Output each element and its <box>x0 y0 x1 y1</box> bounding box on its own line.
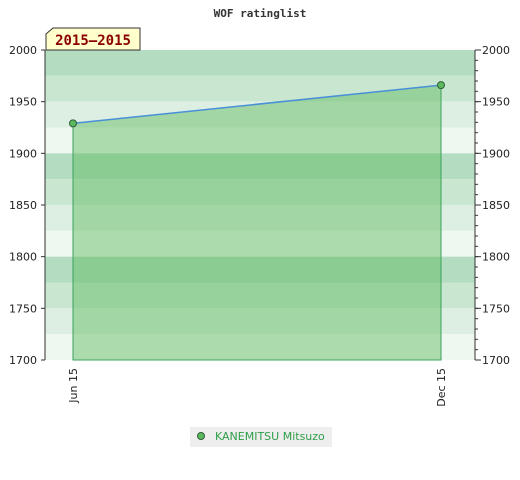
background-band <box>45 334 475 360</box>
background-band <box>45 230 475 257</box>
y-tick-label-left: 1850 <box>9 199 37 212</box>
period-badge-bg <box>45 27 141 51</box>
x-tick-label: Dec 15 <box>435 368 448 407</box>
background-band <box>45 256 475 283</box>
background-band <box>45 50 475 76</box>
axes-layer: 1700 1700 1750 1750 1800 1800 1850 1850 1900 1900… <box>9 44 510 407</box>
background-band <box>45 179 475 205</box>
period-badge-label: 2015–2015 <box>55 33 131 49</box>
series-area <box>72 84 442 361</box>
y-tick-label-right: 1750 <box>482 302 510 315</box>
background-band <box>45 101 475 128</box>
legend-marker <box>197 432 205 440</box>
period-badge: 2015–2015 <box>45 27 141 51</box>
y-tick-label-right: 1950 <box>482 96 510 109</box>
x-tick-label: Jun 15 <box>67 368 80 404</box>
background-band <box>45 153 475 180</box>
y-tick-label-left: 1700 <box>9 354 37 367</box>
series-line <box>72 84 442 125</box>
y-tick-label-left: 2000 <box>9 44 37 57</box>
y-tick-label-right: 1900 <box>482 147 510 160</box>
background-band <box>45 308 475 335</box>
legend-item-label: KANEMITSU Mitsuzo <box>215 430 325 443</box>
background-bands <box>45 50 475 360</box>
chart-title: WOF ratinglist <box>214 7 307 20</box>
y-tick-label-right: 1850 <box>482 199 510 212</box>
y-tick-label-right: 1700 <box>482 354 510 367</box>
y-tick-label-left: 1750 <box>9 302 37 315</box>
legend-box <box>190 427 332 447</box>
y-tick-label-left: 1800 <box>9 251 37 264</box>
data-point <box>437 81 445 90</box>
y-tick-label-left: 1950 <box>9 96 37 109</box>
data-point <box>69 119 77 128</box>
y-tick-label-right: 1800 <box>482 251 510 264</box>
area-layer <box>69 81 445 361</box>
y-tick-label-left: 1900 <box>9 147 37 160</box>
background-band <box>45 282 475 309</box>
background-band <box>45 205 475 231</box>
background-band <box>45 127 475 154</box>
y-tick-label-right: 2000 <box>482 44 510 57</box>
legend[interactable]: KANEMITSU Mitsuzo <box>190 427 332 447</box>
